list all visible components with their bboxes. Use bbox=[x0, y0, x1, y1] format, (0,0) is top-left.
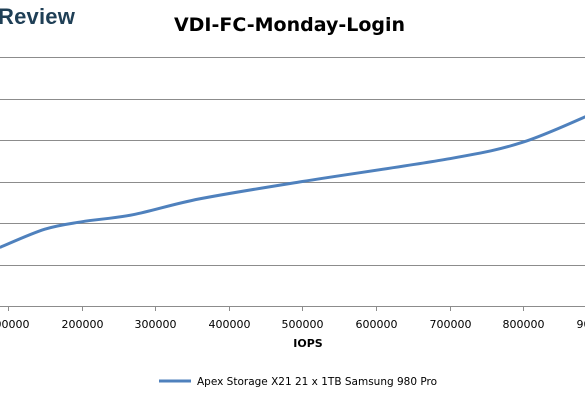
x-tick-label: 600000 bbox=[356, 318, 398, 331]
brand-logo-text: Review bbox=[0, 4, 76, 29]
x-tick-label: 900000 bbox=[577, 318, 585, 331]
chart-title-text: VDI-FC-Monday-Login bbox=[173, 14, 406, 36]
chart-title: VDI-FC-Monday-Login bbox=[0, 14, 585, 36]
x-tick-label: 200000 bbox=[62, 318, 104, 331]
x-tick-label: 700000 bbox=[430, 318, 472, 331]
x-tick-label: 300000 bbox=[135, 318, 177, 331]
x-tick-label: 500000 bbox=[282, 318, 324, 331]
series-line bbox=[0, 115, 585, 249]
legend-label: Apex Storage X21 21 x 1TB Samsung 980 Pr… bbox=[197, 376, 437, 388]
x-tick-label: 400000 bbox=[209, 318, 251, 331]
x-tick-label: 100000 bbox=[0, 318, 30, 331]
x-tick-label: 800000 bbox=[503, 318, 545, 331]
x-axis-title: IOPS bbox=[293, 337, 323, 350]
